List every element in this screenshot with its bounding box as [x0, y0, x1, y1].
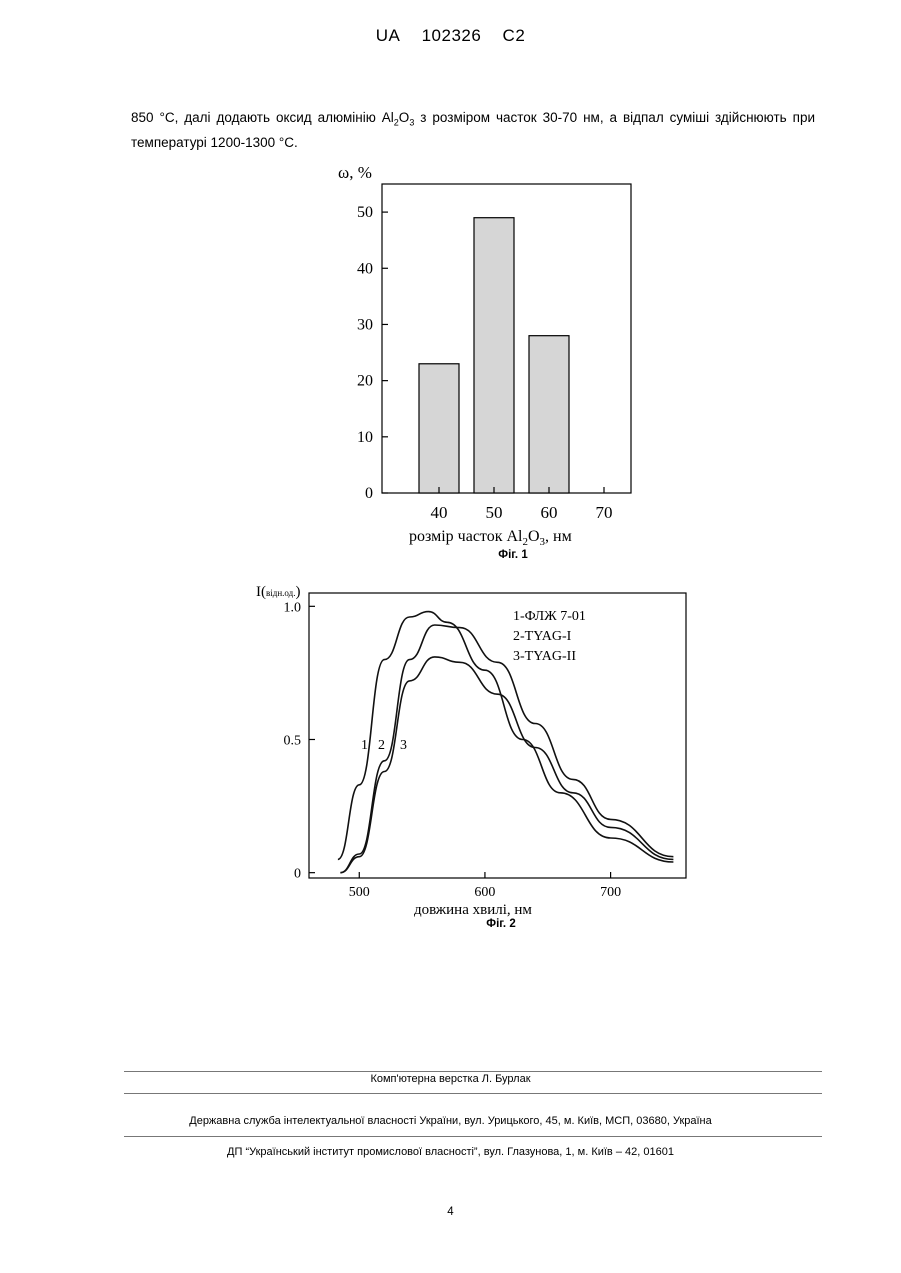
figure-1-bars [419, 218, 569, 493]
figure-1-bar [529, 336, 569, 493]
footer-layout-credit: Комп'ютерна верстка Л. Бурлак [0, 1073, 901, 1085]
paragraph-text-1: 850 °C, далі додають оксид алюмінію Al [131, 110, 394, 125]
figure-1-bar-chart: ω, % 0 10 20 30 40 50 40 50 60 70 розмір часток … [320, 155, 650, 555]
footer-institute: ДП “Український інститут промислової вла… [0, 1146, 901, 1158]
figure-1-x-tick-label: 60 [541, 503, 558, 522]
paragraph-text-2: O [399, 110, 410, 125]
figure-1-bar [419, 364, 459, 493]
patent-header: UA 102326 C2 [0, 26, 901, 46]
figure-2-x-axis-label: довжина хвилі, нм [414, 902, 532, 918]
figure-1-y-axis-label: ω, % [338, 163, 372, 182]
figure-2-y-tick-label: 0.5 [284, 733, 302, 748]
patent-country: UA [376, 26, 401, 45]
figure-2-series-line-2 [340, 625, 673, 873]
footer-rule-2 [124, 1093, 822, 1094]
curve-label-2: 2 [378, 738, 385, 753]
patent-kind: C2 [503, 26, 526, 45]
figure-1-y-tick-label: 30 [357, 316, 373, 333]
legend-entry-2: 2-TYAG-I [513, 629, 572, 644]
figure-1-y-tick-label: 10 [357, 429, 373, 446]
figure-2-series-lines [338, 612, 674, 873]
figure-1-caption: Фіг. 1 [453, 549, 573, 561]
figure-2-y-tick-label: 1.0 [284, 600, 302, 615]
figure-1-bar [474, 218, 514, 493]
curve-label-3: 3 [400, 738, 407, 753]
description-paragraph: 850 °C, далі додають оксид алюмінію Al2O… [131, 108, 815, 152]
figure-2-y-axis-label: I(відн.од.) [256, 584, 300, 600]
figure-1-y-tick-label: 50 [357, 204, 373, 221]
figure-2-x-tick-label: 500 [349, 885, 370, 900]
figure-1-y-tick-label: 0 [365, 485, 373, 502]
footer-rule-3 [124, 1136, 822, 1137]
figure-2-line-chart: I(відн.од.) 0 0.5 1.0 500 600 700 1-ФЛЖ 7-01… [250, 580, 700, 925]
curve-label-1: 1 [361, 738, 368, 753]
figure-2-y-ticks: 0 0.5 1.0 [284, 600, 316, 881]
figure-2-curve-labels: 1 2 3 [361, 738, 407, 753]
legend-entry-1: 1-ФЛЖ 7-01 [513, 609, 586, 624]
patent-number: 102326 [422, 26, 482, 45]
page-number: 4 [0, 1206, 901, 1218]
legend-entry-3: 3-TYAG-II [513, 649, 576, 664]
figure-2-x-ticks: 500 600 700 [349, 872, 621, 900]
figure-1-x-tick-label: 50 [486, 503, 503, 522]
figure-1-y-tick-label: 20 [357, 373, 373, 390]
figure-2-y-tick-label: 0 [294, 867, 301, 882]
figure-2-plot-frame [309, 593, 686, 878]
figure-1-x-tick-label: 40 [431, 503, 448, 522]
figure-2-series-line-1 [338, 612, 674, 862]
figure-2-caption: Фіг. 2 [441, 918, 561, 930]
footer-agency: Державна служба інтелектуальної власност… [0, 1115, 901, 1127]
figure-1-x-tick-label: 70 [596, 503, 613, 522]
footer-rule-1 [124, 1071, 822, 1072]
figure-1-x-axis-label: розмір часток Al2O3, нм [409, 528, 572, 548]
figure-2-legend: 1-ФЛЖ 7-01 2-TYAG-I 3-TYAG-II [513, 609, 586, 664]
figure-1-y-ticks: 0 10 20 30 40 50 [357, 204, 388, 502]
figure-2-x-tick-label: 700 [600, 885, 621, 900]
figure-1-y-tick-label: 40 [357, 260, 373, 277]
figure-2-x-tick-label: 600 [474, 885, 495, 900]
